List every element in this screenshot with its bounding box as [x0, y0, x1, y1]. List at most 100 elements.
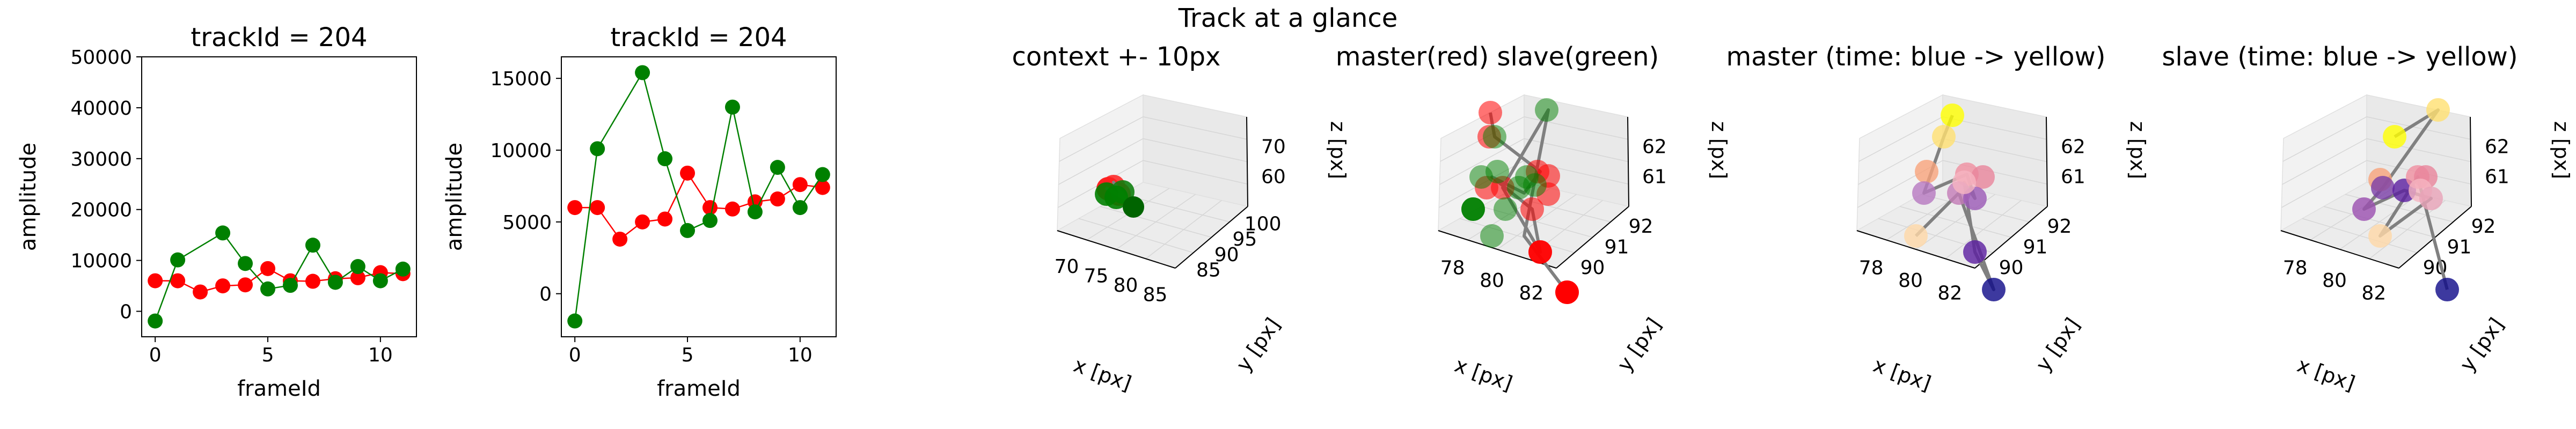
data-point — [170, 252, 186, 268]
data-point — [282, 278, 298, 293]
series-1 — [567, 165, 830, 247]
y-tick-label: 10000 — [70, 250, 132, 272]
grid-line — [1858, 138, 1943, 185]
x-tick-label: 5 — [682, 344, 694, 366]
grid-line — [1143, 160, 1248, 184]
data-point — [170, 273, 186, 289]
data-point — [680, 223, 696, 238]
y-tick-label: 50000 — [70, 47, 132, 69]
grid-line — [2282, 116, 2367, 162]
z-axis-label: z [px] — [2126, 121, 2149, 179]
data-point — [193, 284, 208, 300]
x-axis-label: x [px] — [1452, 353, 1516, 395]
data-point — [635, 214, 650, 230]
data-point — [372, 273, 388, 289]
z-tick-label: 61 — [2485, 166, 2509, 188]
x-tick-label: 80 — [1114, 275, 1138, 297]
master-point — [1932, 125, 1956, 149]
grid-line — [2369, 200, 2446, 260]
y-axis-label: y [px] — [2031, 314, 2085, 376]
z-axis-line — [2470, 116, 2472, 207]
data-point — [350, 259, 365, 275]
data-point — [567, 313, 583, 329]
x-axis-label: frameId — [657, 376, 741, 401]
grid-line — [2281, 160, 2367, 208]
x-tick-label: 5 — [262, 344, 274, 366]
x-tick-label: 82 — [1937, 282, 1962, 304]
scatter3d-panel-3: master (time: blue -> yellow) 78 80 82 90919… — [1726, 42, 2149, 395]
plot-frame — [561, 56, 837, 337]
slave-point — [1485, 160, 1509, 183]
x-tick-label: 82 — [2361, 282, 2386, 304]
data-point — [724, 201, 740, 217]
slave-point — [1123, 196, 1144, 218]
data-point — [815, 167, 830, 182]
grid-line — [1143, 138, 1248, 162]
panel-title: trackId = 204 — [610, 23, 787, 53]
scatter3d-panel-4: slave (time: blue -> yellow)788082909192… — [2162, 42, 2573, 395]
series-line — [155, 232, 404, 322]
y-tick-label: 92 — [2471, 216, 2496, 238]
y-tick-label: 85 — [1196, 260, 1221, 282]
slave-point — [2426, 98, 2450, 122]
y-tick-label: 95 — [1232, 228, 1257, 250]
data-point — [567, 200, 583, 216]
y-tick-label: 0 — [539, 284, 552, 306]
master-point — [1941, 103, 1964, 127]
grid-line — [1858, 116, 1943, 162]
y-axis-label: amplitude — [442, 143, 467, 251]
plot-frame — [141, 56, 417, 337]
y-tick-label: 91 — [1605, 236, 1629, 258]
data-point — [792, 200, 808, 216]
x-tick-label: 75 — [1084, 265, 1109, 287]
grid-line — [1439, 138, 1525, 185]
grid-line — [2339, 194, 2419, 250]
y-tick-label: 20000 — [70, 199, 132, 221]
y-tick-label: 100 — [1245, 213, 1282, 235]
grid-line — [1059, 116, 1144, 162]
highlight-point — [1528, 240, 1552, 264]
panel-title: master (time: blue -> yellow) — [1726, 42, 2106, 72]
data-point — [590, 141, 605, 157]
slave-point — [1483, 125, 1506, 149]
data-point — [657, 151, 673, 167]
master-point — [1963, 240, 1987, 264]
y-axis-label: y [px] — [1613, 314, 1666, 376]
slave-point — [1104, 186, 1128, 209]
data-point — [815, 180, 830, 195]
data-point — [724, 99, 740, 115]
line-panel-1: trackId = 204 0 5 10 0 10000 20000 30000 40000 50… — [16, 23, 417, 401]
x-axis-label: x [px] — [2294, 353, 2358, 395]
z-tick-label: 62 — [2061, 136, 2085, 158]
master-point — [1912, 181, 1936, 205]
data-point — [657, 211, 673, 227]
data-point — [590, 200, 605, 216]
panel-title: slave (time: blue -> yellow) — [2162, 42, 2518, 72]
data-point — [770, 191, 785, 207]
y-axis-line — [1175, 206, 1248, 269]
x-axis-label: x [px] — [1071, 353, 1135, 395]
x-tick-label: 82 — [1519, 282, 1543, 304]
data-point — [395, 261, 411, 277]
highlight-point — [1555, 280, 1579, 304]
grid-line — [1497, 194, 1577, 250]
data-point — [305, 238, 320, 253]
slave-point — [2383, 125, 2406, 149]
y-tick-label: 91 — [2447, 236, 2472, 258]
data-point — [215, 225, 231, 241]
y-tick-label: 40000 — [70, 98, 132, 120]
grid-line — [1145, 200, 1222, 260]
slave-point — [1494, 197, 1517, 221]
x-axis-line — [1856, 230, 1975, 269]
y-tick-label: 10000 — [490, 140, 552, 162]
grid-line — [1143, 116, 1247, 140]
data-point — [215, 278, 231, 294]
z-axis-line — [1246, 116, 1248, 207]
data-point — [702, 200, 718, 216]
series-1 — [148, 261, 411, 300]
z-tick-label: 61 — [1642, 166, 1667, 188]
grid-line — [1942, 138, 2047, 162]
grid-line — [1058, 138, 1144, 185]
